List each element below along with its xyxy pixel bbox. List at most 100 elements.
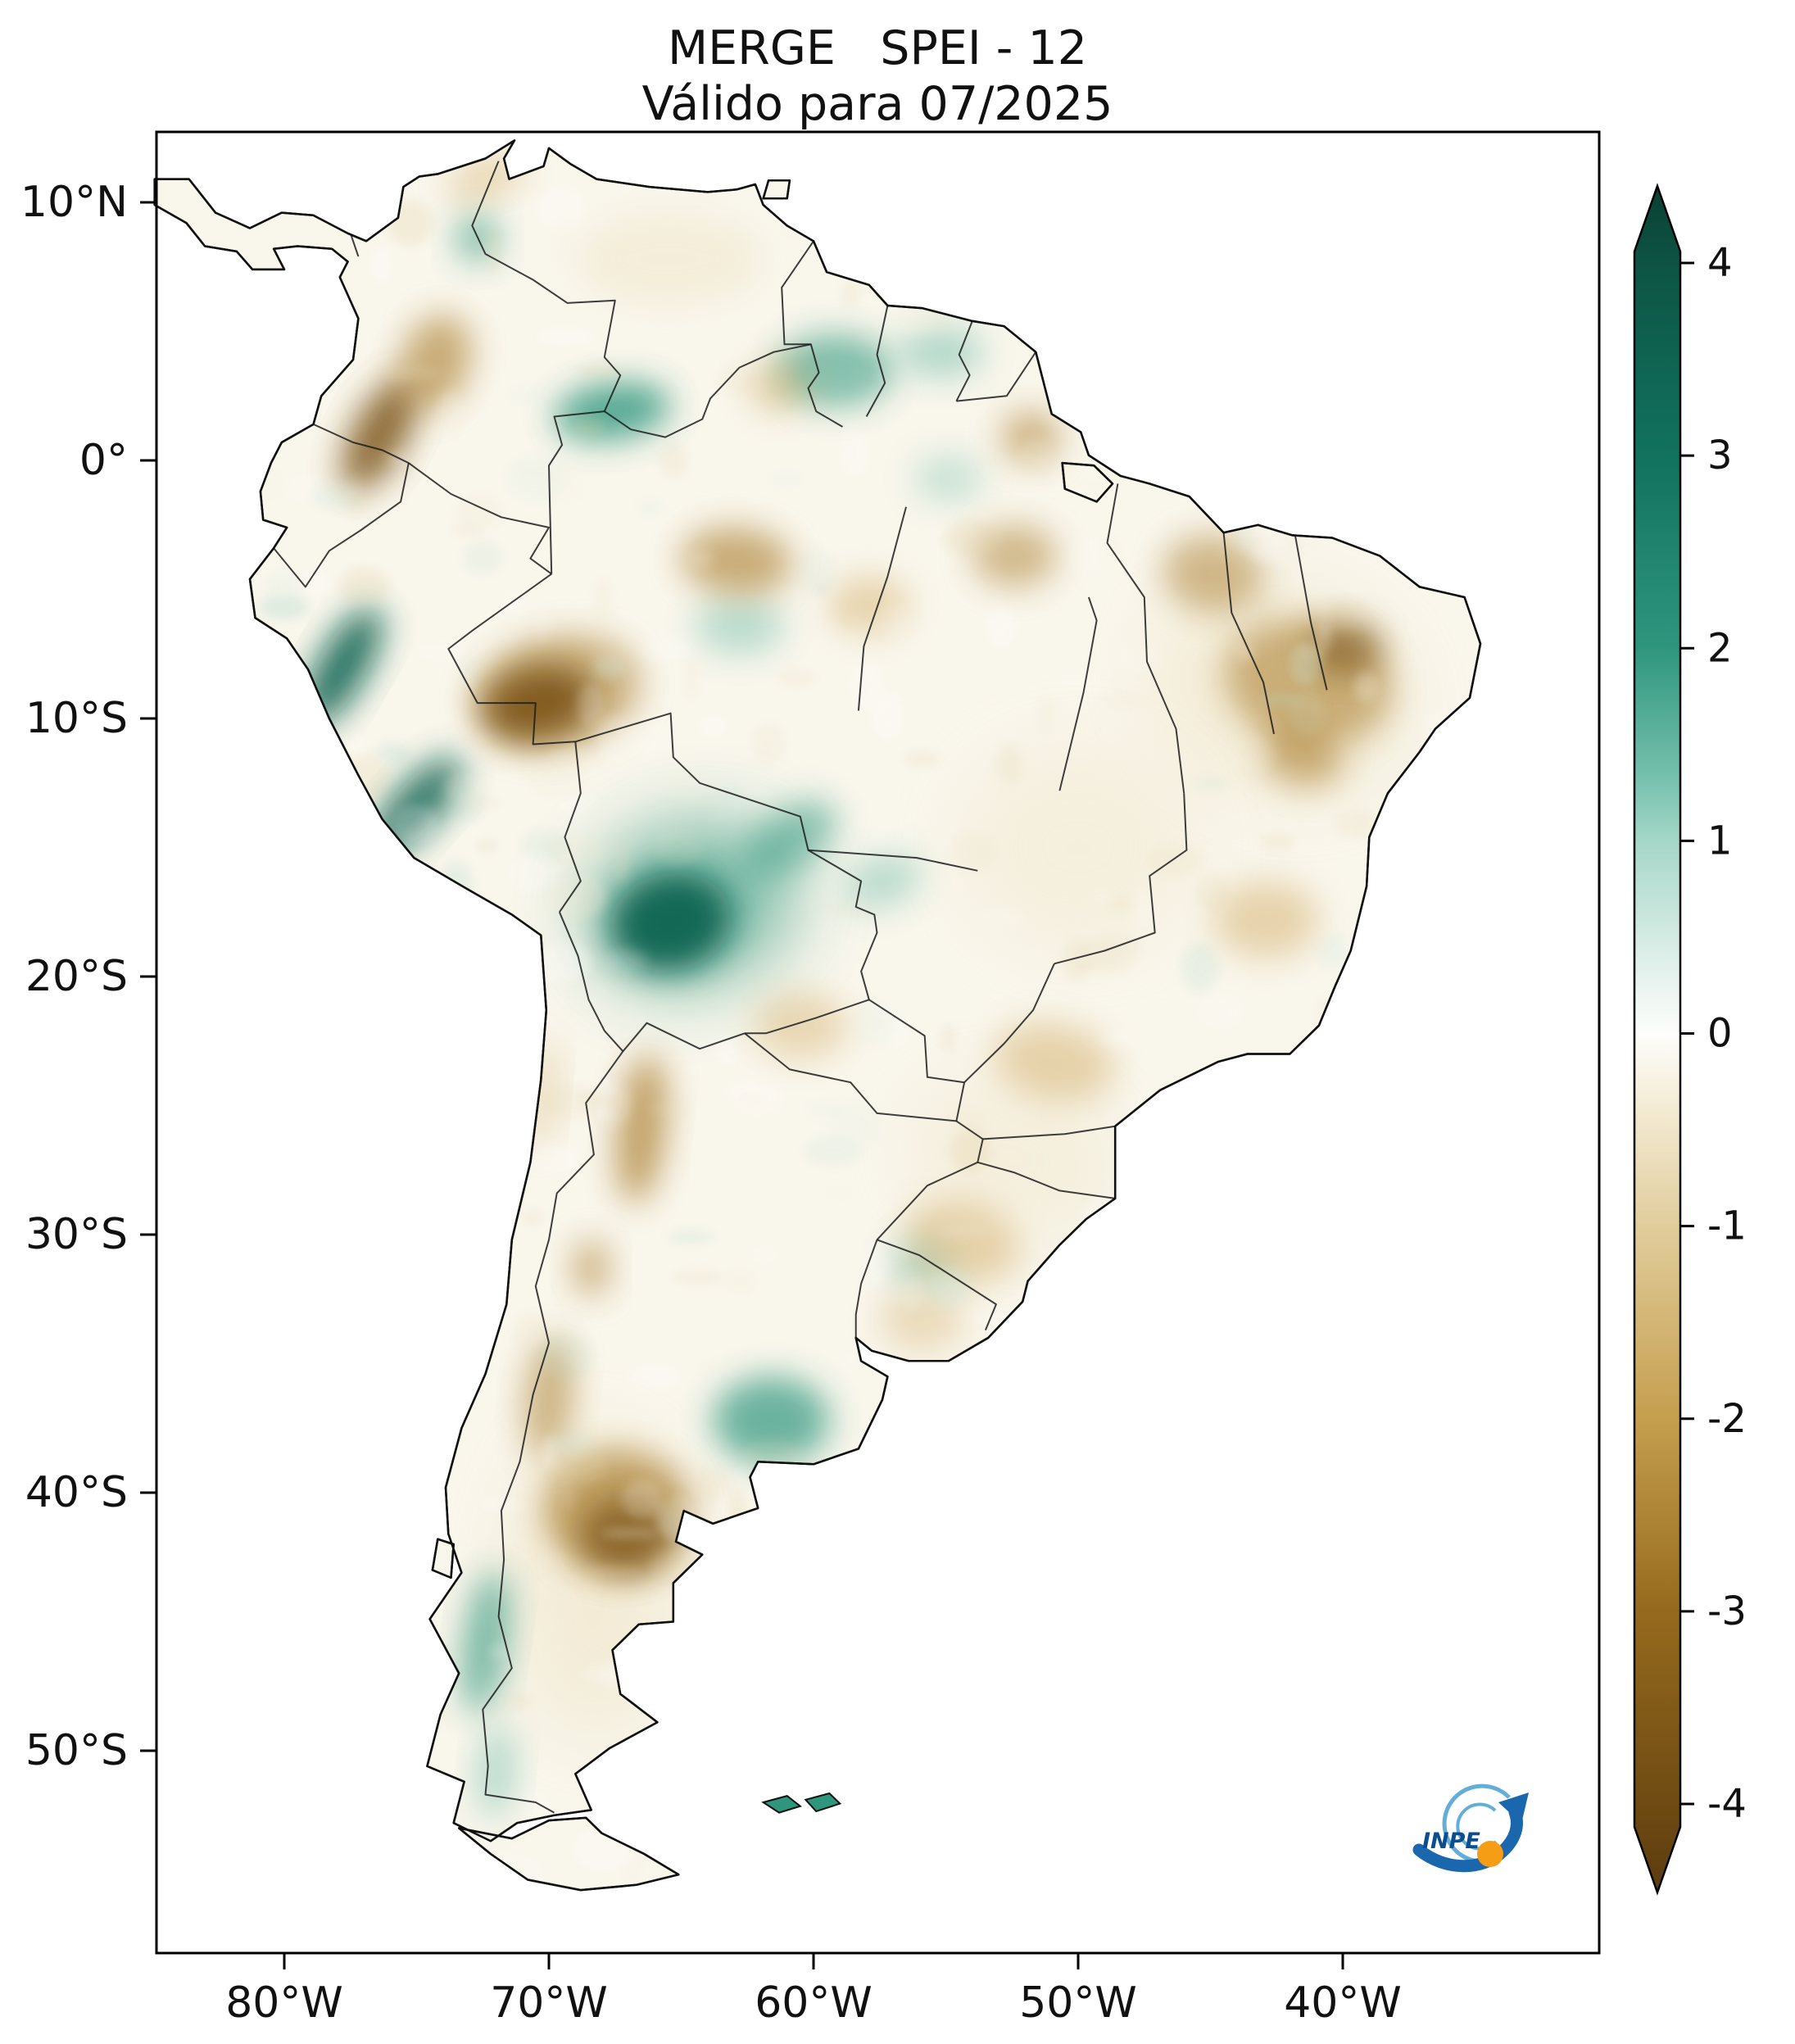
anomaly-minas — [1213, 881, 1319, 959]
y-tick-label: 0° — [79, 436, 128, 485]
logo-globe-icon — [1477, 1841, 1503, 1867]
coastline-tierra-del-fuego — [457, 1816, 680, 1892]
coastline-south-america — [153, 139, 1482, 1842]
border-line — [558, 911, 624, 1052]
border-line — [955, 320, 973, 402]
border-line — [857, 506, 907, 711]
colorbar-tick-label: 1 — [1707, 818, 1733, 863]
anomaly-south-chile — [462, 1570, 509, 1715]
colorbar: 4 3 2 1 0 -1 -2 -3 -4 — [1633, 183, 1747, 1896]
plot-frame — [155, 130, 1601, 1955]
anomaly-guajira — [447, 157, 524, 202]
colorbar-gradient — [1633, 183, 1682, 1896]
colorbar-tick-label: -1 — [1707, 1203, 1747, 1249]
coastline — [153, 139, 1482, 1892]
anomaly-colombia-andes — [342, 378, 417, 491]
coastline-trinidad — [762, 179, 791, 200]
colorbar-tick-label: 0 — [1707, 1011, 1733, 1057]
border-line — [559, 741, 582, 913]
border-line — [781, 240, 844, 428]
border-line — [808, 849, 978, 872]
anomaly-nw-argentina — [616, 1054, 667, 1203]
anomaly-central-amazonas-teal — [694, 596, 785, 655]
anomaly-bolivia-core — [610, 872, 732, 972]
border-line — [963, 963, 1055, 1083]
anomaly-colombia-east — [398, 315, 472, 410]
inpe-logo: INPE — [1412, 1783, 1529, 1873]
border-line — [548, 410, 605, 574]
x-tick-label: 80°W — [225, 1978, 343, 2028]
border-line — [408, 462, 552, 575]
border-line — [982, 1125, 1116, 1140]
colorbar-tick-label: 4 — [1707, 240, 1733, 286]
border-line — [1222, 533, 1275, 735]
y-tick-label: 40°S — [25, 1468, 128, 1517]
border-line — [313, 423, 410, 464]
anomaly-chaco — [752, 991, 848, 1059]
y-tick-label: 30°S — [25, 1210, 128, 1259]
colorbar-tick-label: -2 — [1707, 1396, 1747, 1442]
islas-malvinas — [804, 1792, 842, 1813]
y-tick-label: 10°N — [20, 178, 128, 227]
political-borders — [273, 161, 1328, 1814]
figure-subtitle: Válido para 07/2025 — [642, 77, 1113, 131]
coastline-chiloe — [431, 1538, 455, 1579]
colorbar-tick-label: 3 — [1707, 433, 1733, 478]
anomaly-peru-coast-north — [303, 607, 383, 727]
logo-arrowhead-icon — [1498, 1792, 1529, 1824]
x-tick-label: 40°W — [1284, 1978, 1402, 2028]
border-line — [977, 1161, 1116, 1199]
x-axis: 80°W 70°W 60°W 50°W 40°W — [225, 1953, 1402, 2028]
coastline-marajo — [1061, 461, 1114, 503]
border-line — [745, 999, 870, 1035]
anomaly-pampas-teal — [713, 1376, 830, 1465]
anomaly-maranhao — [1163, 534, 1263, 614]
border-line — [447, 573, 576, 746]
anomaly-roraima — [747, 360, 811, 412]
figure-title: MERGE SPEI - 12 — [668, 21, 1087, 75]
colorbar-tick-label: -3 — [1707, 1589, 1747, 1634]
border-line — [956, 351, 1037, 402]
y-axis: 10°N 0° 10°S 20°S 30°S 40°S 50°S — [20, 178, 156, 1775]
anomaly-wash-venezuela-llanos — [575, 212, 761, 306]
border-line — [471, 161, 622, 412]
x-tick-label: 60°W — [755, 1978, 873, 2028]
anomaly-mato-grosso-teal — [844, 853, 921, 909]
anomaly-acre-core — [483, 665, 594, 741]
border-line — [1106, 483, 1185, 794]
y-tick-label: 10°S — [25, 694, 128, 743]
anomaly-cuyo — [573, 1240, 610, 1297]
anomaly-suriname — [898, 326, 983, 378]
anomaly-bahia — [1259, 722, 1342, 787]
spei-anomaly-field — [303, 157, 1407, 1818]
border-line — [1058, 596, 1098, 791]
border-line — [877, 1239, 997, 1330]
anomaly-sp-parana — [994, 1022, 1115, 1102]
islands — [761, 1792, 842, 1814]
border-line — [622, 1022, 746, 1052]
x-tick-label: 50°W — [1019, 1978, 1137, 2028]
border-line — [604, 343, 812, 438]
border-line — [1294, 535, 1328, 691]
anomaly-para-ne-teal — [913, 455, 983, 502]
colorbar-tick-label: 2 — [1707, 625, 1733, 671]
border-line — [1054, 793, 1188, 965]
border-line — [868, 999, 966, 1122]
anomaly-bolivia-east-arm — [743, 801, 836, 878]
border-line — [273, 462, 410, 588]
border-line — [865, 305, 889, 417]
logo-label: INPE — [1422, 1829, 1480, 1854]
border-line — [482, 1050, 624, 1814]
y-tick-label: 20°S — [25, 952, 128, 1001]
y-tick-label: 50°S — [25, 1726, 128, 1775]
border-line — [744, 1032, 957, 1122]
colorbar-tick-label: -4 — [1707, 1781, 1747, 1827]
islas-malvinas — [761, 1795, 802, 1814]
border-line — [854, 1239, 878, 1338]
x-tick-label: 70°W — [490, 1978, 608, 2028]
border-line — [349, 233, 360, 257]
anomaly-central-amazon-brown — [681, 527, 792, 596]
colorbar-ticks: 4 3 2 1 0 -1 -2 -3 -4 — [1680, 240, 1747, 1827]
